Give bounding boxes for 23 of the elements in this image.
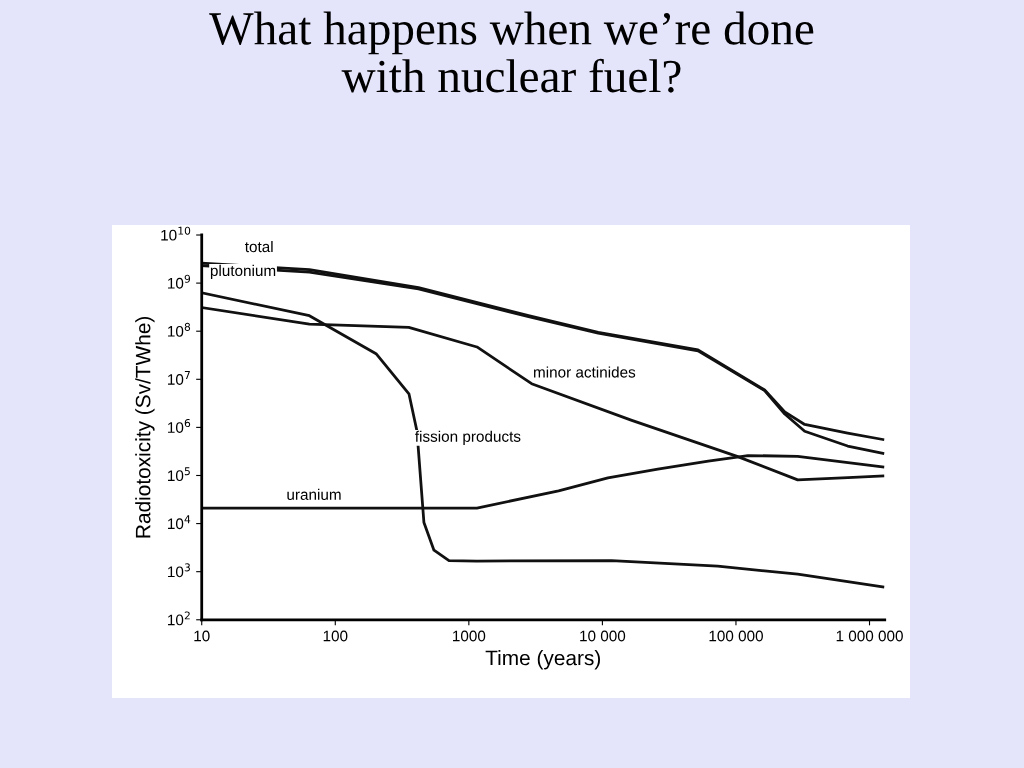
x-axis-title: Time (years) (485, 649, 600, 670)
x-tick-label: 10 000 (580, 630, 626, 642)
annotation: total (244, 240, 273, 253)
chart-title: What happens when we’re done with nuclear fuel? (209, 11, 814, 93)
x-tick-label: 100 000 (709, 630, 763, 642)
y-tick-label: 10$^{2}$ (168, 611, 190, 626)
y-tick-label: 10$^{3}$ (168, 563, 190, 578)
annotation: minor actinides (534, 366, 636, 378)
y-tick-label: 10$^{6}$ (168, 419, 191, 433)
x-tick-label: 1 000 000 (836, 630, 903, 642)
x-tick-label: 100 (323, 630, 348, 642)
y-tick-label: 10$^{5}$ (168, 467, 190, 482)
x-tick-label: 10 (194, 630, 210, 642)
y-tick-label: 10$^{7}$ (168, 371, 190, 385)
y-tick-label: 10$^{10}$ (161, 226, 191, 241)
y-tick-label: 10$^{9}$ (168, 274, 191, 289)
y-tick-label: 10$^{8}$ (168, 322, 191, 337)
annotation: fission products (415, 430, 521, 445)
annotation: uranium (287, 488, 341, 500)
y-tick-label: 10$^{4}$ (168, 515, 191, 530)
x-tick-label: 1000 (453, 630, 486, 642)
annotation: plutonium (210, 264, 276, 280)
y-axis-title: Radiotoxicity (Sv/TWhe) (135, 316, 155, 538)
